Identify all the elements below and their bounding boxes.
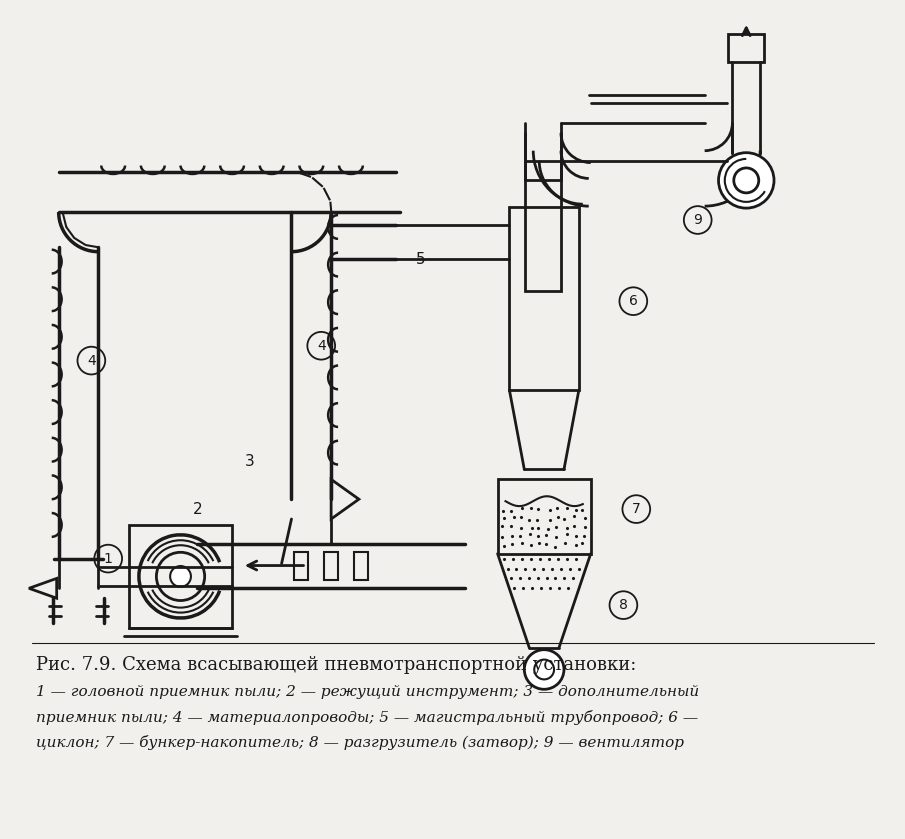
Text: 1: 1 bbox=[104, 551, 112, 565]
Text: Рис. 7.9. Схема всасывающей пневмотранспортной установки:: Рис. 7.9. Схема всасывающей пневмотрансп… bbox=[36, 655, 636, 674]
Bar bbox=[324, 552, 338, 581]
Text: 4: 4 bbox=[317, 339, 326, 352]
Text: циклон; 7 — бункер-накопитель; 8 — разгрузитель (затвор); 9 — вентилятор: циклон; 7 — бункер-накопитель; 8 — разгр… bbox=[36, 735, 684, 750]
Bar bbox=[498, 479, 591, 554]
Bar bbox=[525, 180, 561, 291]
Bar bbox=[510, 207, 579, 390]
Bar bbox=[294, 552, 309, 581]
Text: 6: 6 bbox=[629, 294, 638, 308]
Bar bbox=[354, 552, 367, 581]
Circle shape bbox=[524, 649, 564, 690]
Bar bbox=[729, 34, 764, 61]
Text: 4: 4 bbox=[87, 353, 96, 367]
Text: 9: 9 bbox=[693, 213, 702, 227]
Text: 7: 7 bbox=[632, 502, 641, 516]
Circle shape bbox=[170, 566, 191, 586]
Text: 2: 2 bbox=[193, 502, 202, 517]
Bar bbox=[129, 525, 232, 628]
Text: приемник пыли; 4 — материалопроводы; 5 — магистральный трубопровод; 6 —: приемник пыли; 4 — материалопроводы; 5 —… bbox=[36, 710, 698, 725]
Text: 3: 3 bbox=[245, 454, 255, 469]
Circle shape bbox=[719, 153, 774, 208]
Text: 1 — головной приемник пыли; 2 — режущий инструмент; 3 — дополнительный: 1 — головной приемник пыли; 2 — режущий … bbox=[36, 685, 700, 700]
Text: 5: 5 bbox=[415, 252, 425, 267]
Text: 8: 8 bbox=[619, 598, 628, 612]
